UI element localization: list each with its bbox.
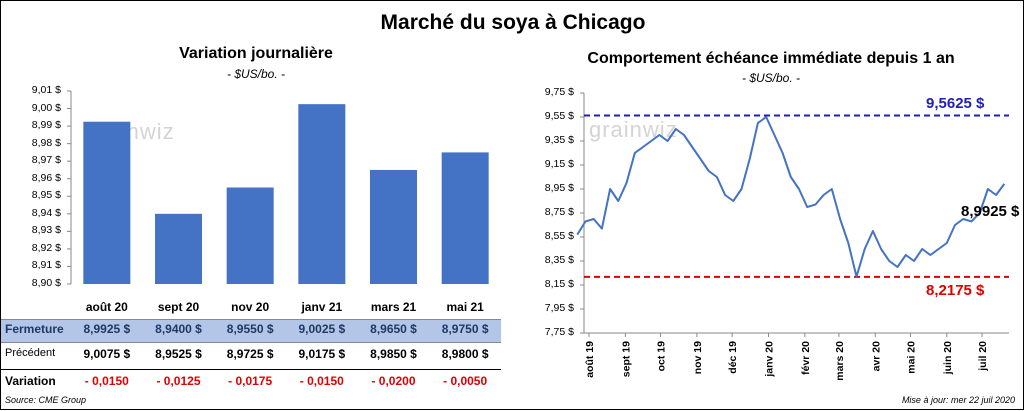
table-cell: - 0,0050 bbox=[443, 374, 488, 388]
left-x-label: mai 21 bbox=[446, 300, 484, 314]
right-x-tick-label: oct 19 bbox=[656, 341, 668, 372]
right-x-tick-label: avr 20 bbox=[870, 341, 882, 372]
table-cell: 8,9750 $ bbox=[441, 322, 489, 336]
left-bar bbox=[155, 213, 202, 284]
table-cell: - 0,0175 bbox=[228, 374, 273, 388]
table-cell: 8,9400 $ bbox=[155, 322, 202, 336]
source-note: Source: CME Group bbox=[5, 395, 87, 405]
left-y-tick: 8,95 $ bbox=[31, 189, 61, 202]
left-chart-unit: - $US/bo. - bbox=[226, 67, 286, 81]
table-cell: 8,9550 $ bbox=[226, 322, 274, 336]
right-x-tick-label: févr 20 bbox=[800, 341, 812, 375]
left-y-tick: 9,00 $ bbox=[31, 101, 61, 114]
table-cell: - 0,0150 bbox=[299, 374, 344, 388]
right-x-tick-label: août 19 bbox=[584, 341, 596, 378]
right-y-tick: 8,15 $ bbox=[544, 278, 574, 290]
table-cell: 8,9925 $ bbox=[83, 322, 131, 336]
left-y-tick: 8,90 $ bbox=[31, 277, 61, 289]
table-row-label: Variation bbox=[5, 374, 56, 388]
table-row-label: Fermeture bbox=[5, 322, 64, 336]
right-x-tick-label: juil 20 bbox=[977, 341, 989, 372]
table-row-label: Précédent bbox=[5, 347, 56, 359]
low-value-label: 8,2175 $ bbox=[926, 282, 985, 299]
left-y-tick: 9,01 $ bbox=[31, 84, 61, 96]
right-x-tick-label: déc 19 bbox=[727, 341, 739, 374]
left-y-tick: 8,94 $ bbox=[31, 206, 61, 219]
price-series-line bbox=[576, 116, 1006, 278]
left-y-tick: 8,93 $ bbox=[31, 224, 61, 237]
right-chart-unit: - $US/bo. - bbox=[741, 71, 801, 85]
table-cell: 8,9525 $ bbox=[155, 347, 202, 361]
left-y-tick: 8,91 $ bbox=[31, 259, 61, 272]
table-cell: - 0,0150 bbox=[84, 374, 129, 388]
left-x-label: janv 21 bbox=[301, 300, 343, 314]
right-x-tick-label: mars 20 bbox=[834, 341, 846, 381]
right-y-tick: 8,75 $ bbox=[544, 206, 574, 218]
last-value-label: 8,9925 $ bbox=[961, 203, 1020, 220]
left-bar bbox=[370, 169, 417, 284]
left-y-tick: 8,99 $ bbox=[31, 119, 61, 132]
left-x-label: nov 20 bbox=[231, 300, 270, 314]
high-value-label: 9,5625 $ bbox=[926, 95, 985, 112]
left-y-tick: 8,97 $ bbox=[31, 154, 61, 167]
right-y-tick: 8,35 $ bbox=[544, 254, 574, 266]
right-y-tick: 8,95 $ bbox=[544, 182, 574, 194]
left-y-tick: 8,92 $ bbox=[31, 241, 61, 254]
left-y-tick: 8,96 $ bbox=[31, 171, 61, 184]
fermeture-row-band bbox=[1, 319, 501, 343]
update-note: Mise à jour: mer 22 juil 2020 bbox=[901, 395, 1015, 405]
table-cell: 8,9850 $ bbox=[370, 347, 417, 361]
left-x-label: août 20 bbox=[85, 300, 128, 314]
left-chart-title: Variation journalière bbox=[179, 45, 333, 62]
table-cell: 8,9650 $ bbox=[370, 322, 417, 336]
right-y-tick: 8,55 $ bbox=[544, 230, 574, 242]
right-x-tick-label: juin 20 bbox=[942, 341, 954, 375]
right-y-tick: 9,75 $ bbox=[544, 86, 574, 98]
right-chart-title: Comportement échéance immédiate depuis 1… bbox=[587, 50, 955, 67]
right-x-tick-label: mai 20 bbox=[905, 341, 917, 374]
right-y-tick: 9,35 $ bbox=[544, 134, 574, 146]
left-y-tick: 8,98 $ bbox=[31, 136, 61, 149]
right-y-tick: 9,55 $ bbox=[544, 110, 574, 122]
left-bar-chart bbox=[67, 90, 489, 285]
table-cell: 8,9725 $ bbox=[226, 347, 274, 361]
table-cell: 8,9800 $ bbox=[441, 347, 489, 361]
table-cell: 9,0025 $ bbox=[298, 322, 346, 336]
table-cell: - 0,0200 bbox=[371, 374, 416, 388]
table-cell: 9,0175 $ bbox=[298, 347, 346, 361]
table-cell: 9,0075 $ bbox=[83, 347, 131, 361]
right-x-tick-label: nov 19 bbox=[692, 341, 704, 374]
left-x-label: sept 20 bbox=[157, 300, 200, 314]
right-y-tick: 7,75 $ bbox=[544, 326, 574, 338]
right-x-tick-label: janv 20 bbox=[763, 341, 775, 378]
left-bar bbox=[226, 187, 274, 284]
right-y-tick: 9,15 $ bbox=[544, 158, 574, 170]
table-cell: - 0,0125 bbox=[156, 374, 201, 388]
right-y-tick: 7,95 $ bbox=[544, 302, 574, 314]
left-bar bbox=[298, 104, 346, 284]
main-title: Marché du soya à Chicago bbox=[380, 11, 646, 34]
table-divider bbox=[1, 369, 501, 370]
right-x-tick-label: sept 19 bbox=[620, 341, 632, 377]
left-bar bbox=[83, 121, 131, 284]
left-x-label: mars 21 bbox=[370, 300, 417, 314]
left-bar bbox=[441, 152, 489, 284]
